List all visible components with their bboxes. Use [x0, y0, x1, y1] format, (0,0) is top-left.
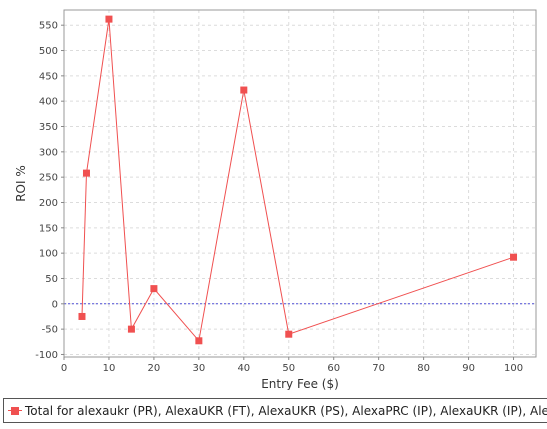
data-point [105, 15, 113, 23]
y-tick-label: 150 [39, 223, 58, 234]
y-axis-ticks: -100 -50 0 50 100 150 200 250 300 350 400 450 500 550 [35, 21, 64, 361]
legend: Total for alexaukr (PR), AlexaUKR (FT), … [3, 398, 547, 423]
x-tick-label: 70 [372, 363, 385, 374]
y-tick-label: 350 [39, 122, 58, 133]
roi-line-chart: 0 10 20 30 40 50 60 70 80 90 100 -100 -50 0 50 100 150 2… [14, 9, 537, 390]
y-tick-label: 50 [45, 274, 58, 285]
x-tick-label: 90 [462, 363, 475, 374]
x-tick-label: 30 [192, 363, 205, 374]
x-tick-label: 40 [237, 363, 250, 374]
x-tick-label: 50 [282, 363, 295, 374]
data-point [195, 337, 203, 345]
y-axis-title: ROI % [14, 165, 28, 202]
y-tick-label: 250 [39, 173, 58, 184]
x-tick-label: 10 [103, 363, 116, 374]
series-line [81, 19, 514, 342]
y-tick-label: -100 [35, 350, 58, 361]
y-tick-label: 300 [39, 147, 58, 158]
y-tick-label: 0 [52, 299, 58, 310]
y-tick-label: -50 [42, 325, 58, 336]
x-tick-label: 60 [327, 363, 340, 374]
data-point [150, 285, 158, 293]
y-tick-label: 550 [39, 21, 58, 32]
data-point [127, 325, 135, 333]
x-tick-label: 80 [417, 363, 430, 374]
grid [63, 10, 536, 357]
x-axis-title: Entry Fee ($) [261, 377, 339, 390]
plot-area [63, 9, 537, 358]
y-tick-label: 200 [39, 198, 58, 209]
data-point [240, 86, 248, 94]
legend-swatch-icon [8, 404, 22, 418]
data-point [82, 169, 90, 177]
y-tick-label: 400 [39, 97, 58, 108]
data-point [78, 312, 86, 320]
data-point [285, 330, 293, 338]
x-tick-label: 20 [148, 363, 161, 374]
y-tick-label: 100 [39, 249, 58, 260]
series-group [78, 15, 518, 345]
y-tick-label: 500 [39, 46, 58, 57]
x-tick-label: 100 [504, 363, 523, 374]
y-tick-label: 450 [39, 71, 58, 82]
x-axis-ticks: 0 10 20 30 40 50 60 70 80 90 100 [61, 357, 523, 374]
x-tick-label: 0 [61, 363, 67, 374]
legend-entry: Total for alexaukr (PR), AlexaUKR (FT), … [25, 403, 547, 418]
data-point [510, 253, 518, 261]
